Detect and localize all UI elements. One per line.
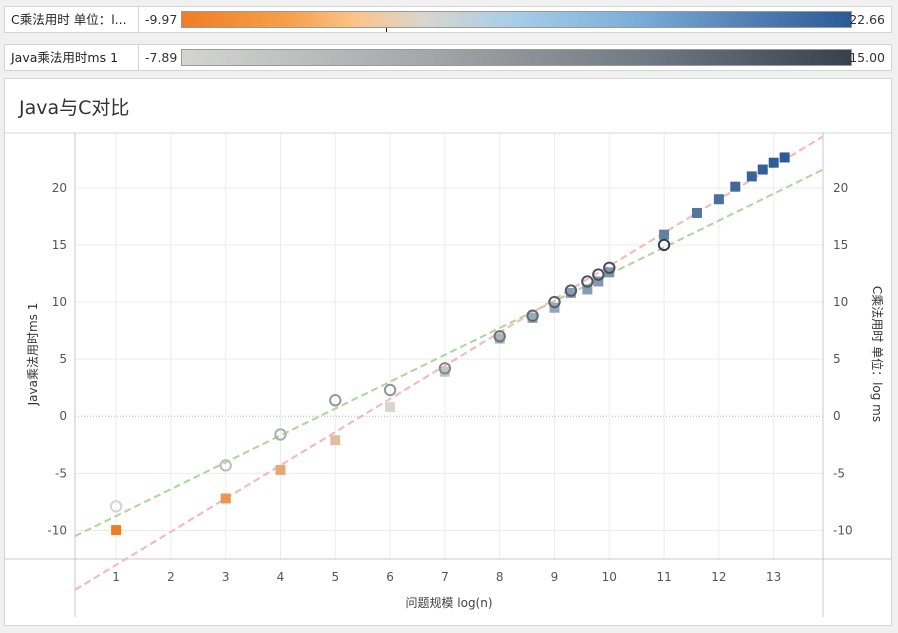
legend-java-name: Java乘法用时ms 1 (5, 45, 139, 70)
c-point (659, 229, 670, 240)
legend-java-max: 15.00 (849, 50, 885, 65)
x-tick-label: 10 (602, 570, 617, 584)
c-point (111, 525, 122, 536)
y-right-tick-label: 5 (833, 352, 841, 366)
y-left-tick-label: 0 (59, 409, 67, 423)
y-axis-right-title: C乘法用时 单位：log ms (870, 286, 885, 422)
y-left-tick-label: -10 (47, 523, 67, 537)
x-tick-label: 11 (656, 570, 671, 584)
c-point (220, 493, 231, 504)
x-tick-label: 3 (222, 570, 230, 584)
chart-title: Java与C对比 (19, 97, 130, 119)
legend-c-multiply[interactable]: C乘法用时 单位：l... -9.97 22.66 (4, 6, 892, 33)
data-points (109, 152, 790, 536)
legend-c-zero-tick (386, 28, 387, 32)
c-point (565, 287, 576, 298)
y-axis-left-title: Java乘法用时ms 1 (26, 303, 40, 407)
c-point (691, 207, 702, 218)
c-point (757, 164, 768, 175)
y-right-tick-label: -10 (833, 523, 853, 537)
java-point (274, 428, 287, 441)
java-point (657, 238, 671, 252)
trend-line (74, 168, 824, 538)
java-point (109, 500, 123, 513)
java-point (329, 394, 342, 407)
y-left-tick-label: 5 (59, 352, 67, 366)
x-tick-label: 5 (331, 570, 339, 584)
x-tick-label: 8 (496, 570, 504, 584)
c-point (582, 284, 593, 295)
x-tick-label: 2 (167, 570, 175, 584)
x-tick-label: 1 (112, 570, 120, 584)
legend-c-min: -9.97 (145, 12, 178, 27)
y-left-tick-label: -5 (55, 466, 67, 480)
c-point (275, 464, 286, 475)
java-point (581, 275, 594, 288)
c-point (713, 194, 724, 205)
trend-line (74, 135, 824, 591)
x-axis-title: 问题规模 log(n) (405, 595, 492, 610)
x-tick-label: 6 (386, 570, 394, 584)
java-point (493, 330, 506, 343)
legend-c-name: C乘法用时 单位：l... (5, 7, 139, 32)
java-point (564, 284, 578, 297)
java-point (383, 383, 397, 397)
y-right-tick-label: 20 (833, 181, 848, 195)
java-point (592, 268, 605, 281)
x-tick-label: 7 (441, 570, 449, 584)
java-point (438, 362, 452, 375)
c-point (527, 313, 538, 324)
c-point (439, 366, 450, 377)
legend-c-max: 22.66 (849, 12, 885, 27)
legend-java-multiply[interactable]: Java乘法用时ms 1 -7.89 15.00 (4, 44, 892, 71)
x-tick-label: 13 (766, 570, 781, 584)
grid-lines (75, 133, 823, 559)
c-point (330, 435, 341, 446)
y-right-tick-label: 15 (833, 238, 848, 252)
y-left-tick-label: 20 (52, 181, 67, 195)
y-left-tick-label: 10 (52, 295, 67, 309)
java-point (219, 459, 232, 472)
y-right-tick-label: 10 (833, 295, 848, 309)
y-right-tick-label: -5 (833, 466, 845, 480)
legend-java-color-ramp[interactable] (181, 49, 852, 66)
legend-c-color-ramp[interactable] (181, 11, 852, 28)
java-point (526, 309, 539, 322)
c-point (593, 276, 604, 287)
c-point (779, 152, 790, 163)
java-point (603, 261, 616, 274)
c-point (768, 157, 779, 168)
trend-lines (74, 135, 824, 591)
c-point (746, 171, 757, 182)
axes-frame (5, 132, 891, 617)
x-tick-label: 12 (711, 570, 726, 584)
y-right-tick-label: 0 (833, 409, 841, 423)
legend-java-min: -7.89 (145, 50, 178, 65)
x-tick-label: 9 (551, 570, 559, 584)
y-left-tick-label: 15 (52, 238, 67, 252)
c-point (494, 333, 505, 344)
x-tick-label: 4 (277, 570, 285, 584)
chart-panel: Java与C对比 -10 -10 -5 -5 0 0 5 5 10 10 15 15 20 20 1 2 3 4 5… (4, 78, 892, 626)
c-point (385, 402, 396, 413)
c-point (730, 181, 741, 192)
java-point (548, 295, 561, 309)
